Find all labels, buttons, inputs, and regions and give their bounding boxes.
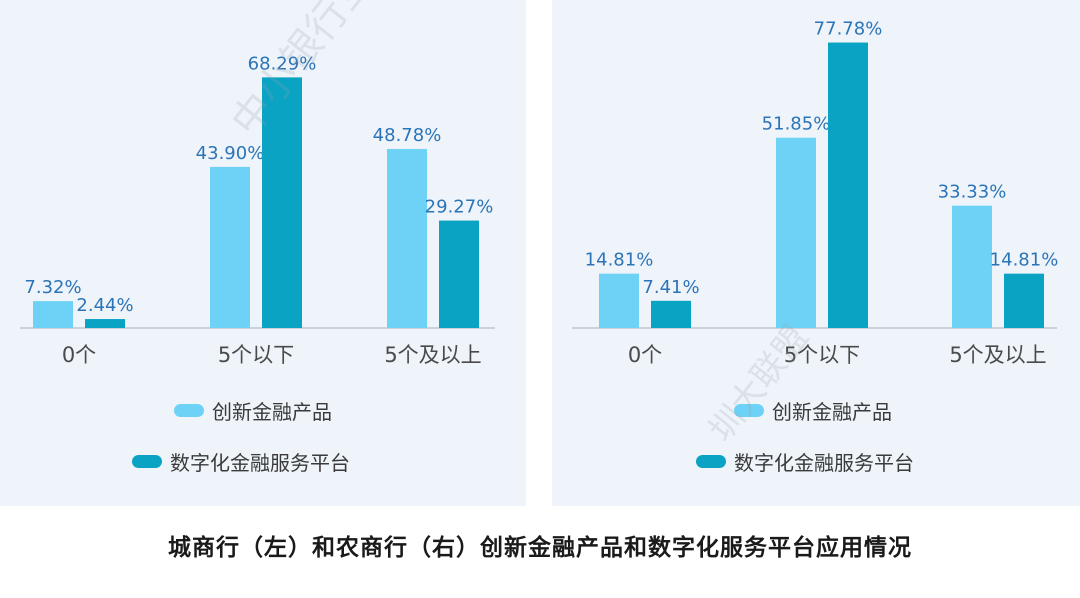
x-tick-label: 0个 xyxy=(628,343,662,367)
bar xyxy=(210,166,250,328)
x-tick-label: 5个及以上 xyxy=(949,343,1046,367)
data-label: 14.81% xyxy=(990,250,1059,271)
left-bar-chart: 7.32%2.44% 0个 43.90% 68.29% 5个以下 48.78% 29.27%… xyxy=(20,53,495,367)
legend-label: 数字化金融服务平台 xyxy=(170,451,350,475)
legend-item-series1: 创新金融产品 xyxy=(174,396,332,425)
x-tick-label: 5个以下 xyxy=(784,343,860,367)
bar xyxy=(439,220,479,328)
left-chart-panel: 7.32% 2.44% 0个 43.90% 68.29% 5个以下 48.78% 29.27%… xyxy=(0,0,526,506)
bar xyxy=(262,77,302,328)
bar xyxy=(85,319,125,328)
bar xyxy=(387,148,427,328)
bar xyxy=(599,273,639,328)
data-label: 7.41% xyxy=(642,277,699,298)
legend-item-series2: 数字化金融服务平台 xyxy=(696,447,914,476)
legend-item-series1: 创新金融产品 xyxy=(734,396,892,425)
data-label: 68.29% xyxy=(248,53,317,74)
data-label: 29.27% xyxy=(425,197,494,218)
bar xyxy=(952,205,992,328)
right-bar-chart: 14.81% 7.41% 0个 51.85% 77.78% 5个以下 33.33% 14.81… xyxy=(572,19,1059,367)
bar xyxy=(828,42,868,329)
data-label: 51.85% xyxy=(762,114,831,135)
legend-swatch-dark xyxy=(132,455,162,468)
legend-swatch-dark xyxy=(696,455,726,468)
x-tick-label: 5个及以上 xyxy=(384,343,481,367)
right-chart-panel: 14.81% 7.41% 0个 51.85% 77.78% 5个以下 33.33% 14.81… xyxy=(552,0,1080,506)
data-label: 14.81% xyxy=(585,250,654,271)
data-label: 77.78% xyxy=(814,19,883,40)
bar xyxy=(776,137,816,328)
data-label: 2.44% xyxy=(76,295,133,316)
bar xyxy=(651,300,691,328)
legend-swatch-light xyxy=(734,404,764,417)
data-label: 7.32% xyxy=(24,277,81,298)
legend-swatch-light xyxy=(174,404,204,417)
x-tick-label: 0个 xyxy=(62,343,96,367)
legend-label: 数字化金融服务平台 xyxy=(734,451,914,475)
bar xyxy=(33,301,73,328)
bar xyxy=(1004,273,1044,328)
data-label: 48.78% xyxy=(373,125,442,146)
data-label: 43.90% xyxy=(196,143,265,164)
legend-label: 创新金融产品 xyxy=(772,400,892,424)
data-label: 33.33% xyxy=(938,182,1007,203)
x-tick-label: 5个以下 xyxy=(218,343,294,367)
legend-label: 创新金融产品 xyxy=(212,400,332,424)
figure-caption: 城商行（左）和农商行（右）创新金融产品和数字化服务平台应用情况 xyxy=(168,535,912,561)
legend-item-series2: 数字化金融服务平台 xyxy=(132,447,350,476)
